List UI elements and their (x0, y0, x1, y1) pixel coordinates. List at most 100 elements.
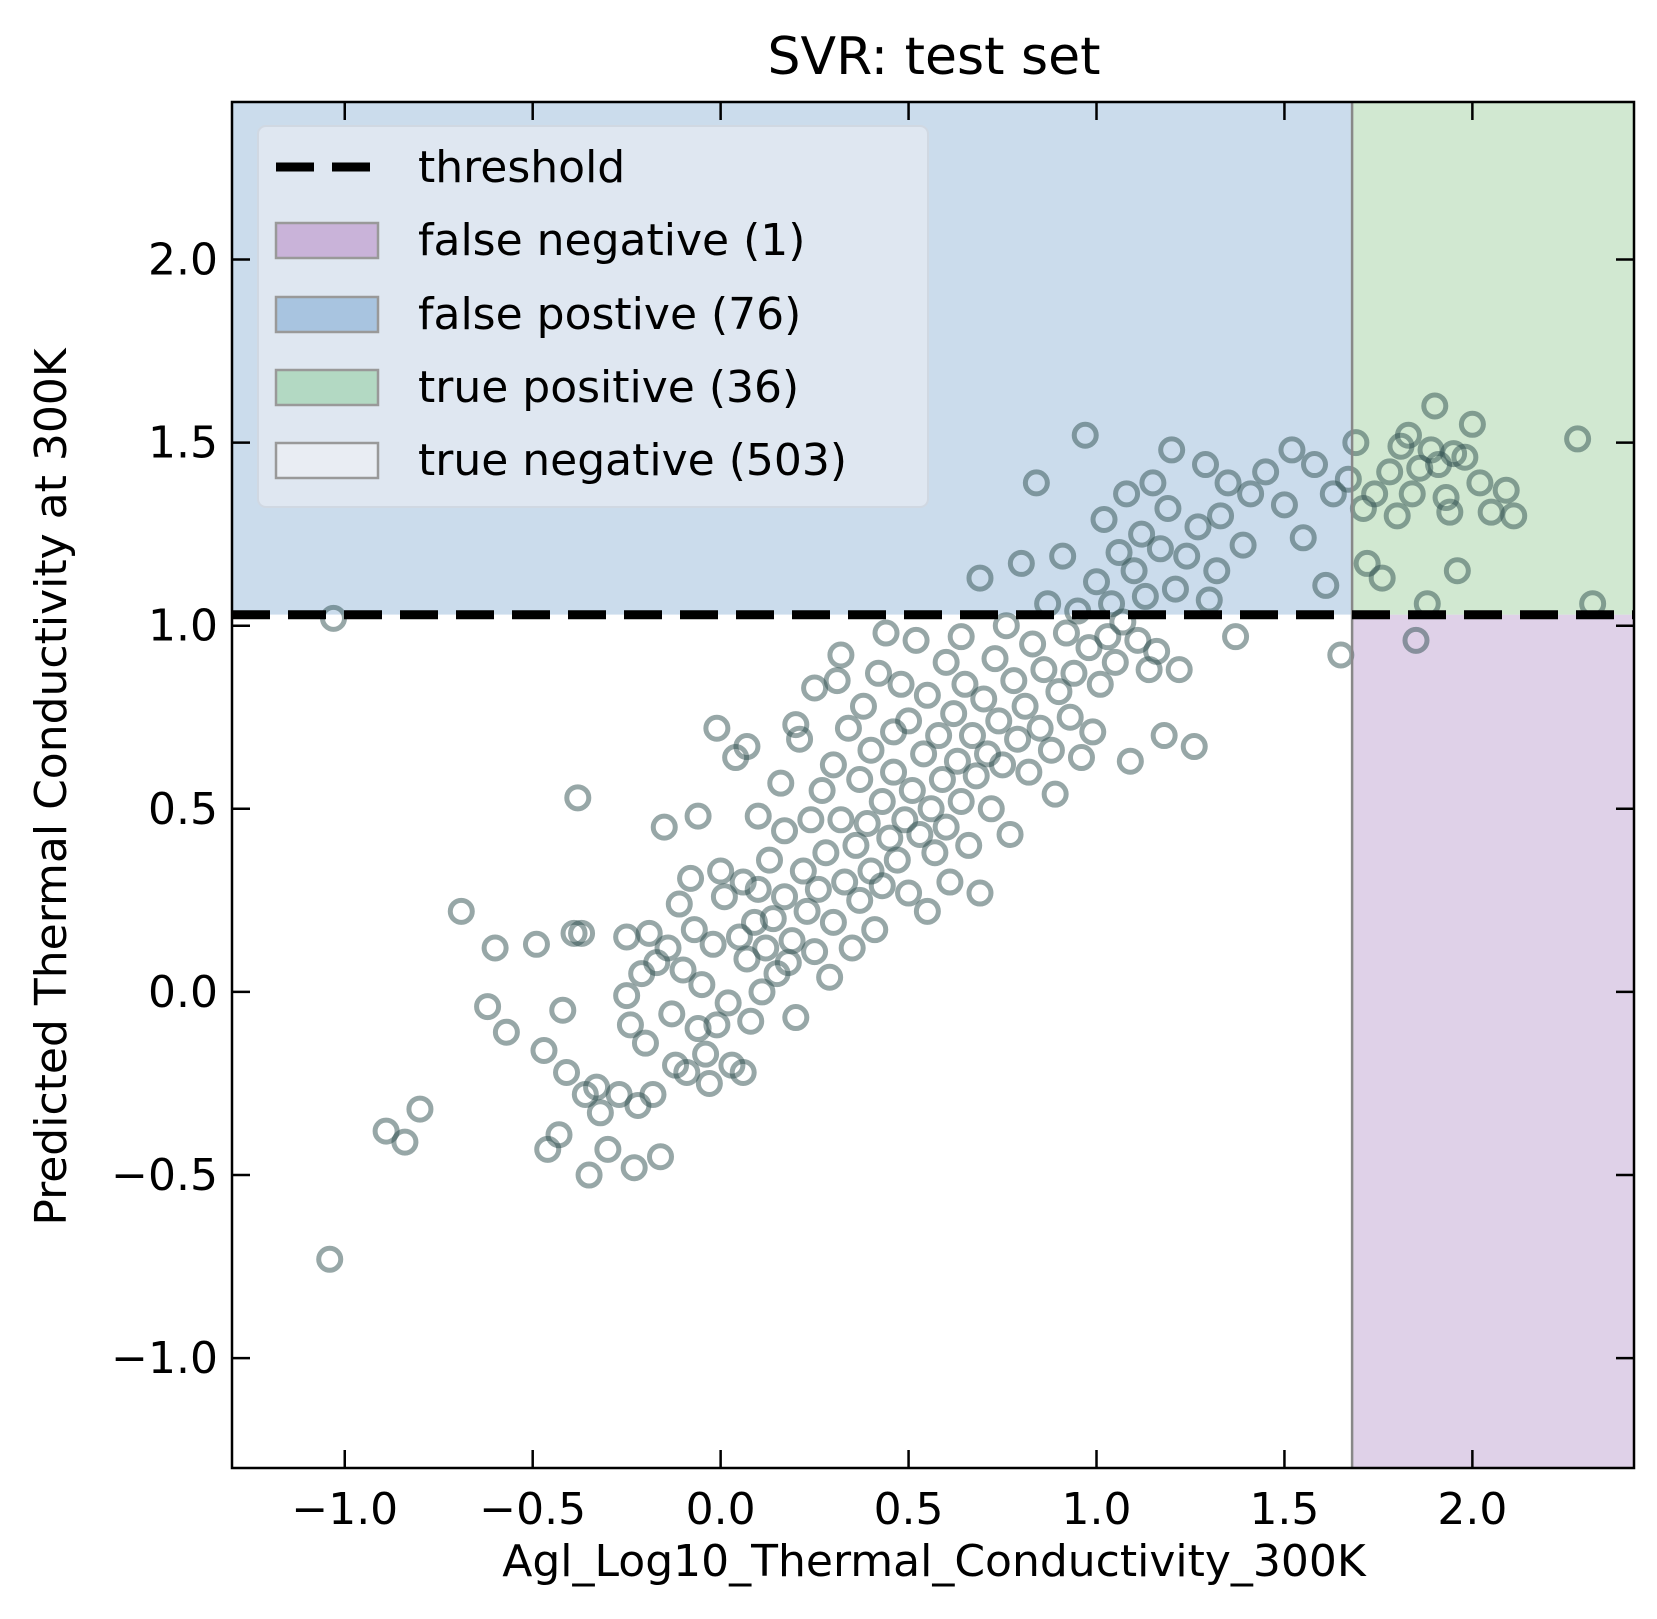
data-point (553, 1058, 581, 1086)
data-point (714, 989, 742, 1017)
data-point (729, 868, 757, 896)
legend-true-negative-swatch (274, 441, 380, 480)
data-point (545, 1121, 573, 1149)
data-point (549, 996, 577, 1024)
data-point (759, 905, 787, 933)
data-point (1278, 436, 1306, 464)
data-point (819, 751, 847, 779)
false-negative-region (1352, 614, 1634, 1468)
data-point (406, 1095, 434, 1123)
data-point (677, 864, 705, 892)
data-point (989, 751, 1017, 779)
data-point (1004, 725, 1032, 753)
data-point (707, 857, 735, 885)
legend-false-negative-label: false negative (1) (418, 215, 805, 266)
legend-frame (257, 125, 929, 508)
data-point (842, 831, 870, 859)
data-point (1500, 502, 1528, 530)
data-point (951, 670, 979, 698)
data-point (613, 982, 641, 1010)
data-point (1564, 425, 1592, 453)
data-point (646, 1143, 674, 1171)
data-point (1203, 557, 1231, 585)
data-point (880, 758, 908, 786)
data-point (1116, 747, 1144, 775)
data-point (1007, 549, 1035, 577)
data-point (1361, 480, 1389, 508)
data-point (1037, 736, 1065, 764)
data-point (447, 897, 475, 925)
true-negative-region (232, 614, 1353, 1468)
data-point (996, 820, 1024, 848)
data-point (846, 886, 874, 914)
data-point (767, 769, 795, 797)
data-point (955, 831, 983, 859)
data-point (1143, 637, 1171, 665)
y-tick-label: 2.0 (148, 234, 218, 285)
legend-false-negative-swatch (274, 221, 380, 260)
data-point (616, 1011, 644, 1039)
plot-frame (230, 100, 1636, 1470)
data-point (771, 883, 799, 911)
data-point (962, 762, 990, 790)
data-point (1079, 718, 1107, 746)
x-tick-label: −1.0 (291, 1484, 398, 1535)
data-point (522, 930, 550, 958)
data-point (1052, 619, 1080, 647)
y-tick-label: 0.0 (148, 967, 218, 1018)
data-point (834, 714, 862, 742)
data-point (673, 1058, 701, 1086)
data-point (316, 1245, 344, 1273)
data-point (692, 1040, 720, 1068)
data-point (733, 733, 761, 761)
data-point (778, 927, 806, 955)
data-point (481, 934, 509, 962)
data-point (823, 667, 851, 695)
data-point (1071, 421, 1099, 449)
data-point (1229, 531, 1257, 559)
data-point (1105, 538, 1133, 566)
data-point (936, 868, 964, 896)
legend-true-positive-swatch (274, 368, 380, 407)
data-point (827, 641, 855, 669)
data-point (1090, 505, 1118, 533)
data-point (1056, 703, 1084, 731)
x-axis-label: Agl_Log10_Thermal_Conductivity_300K (502, 1536, 1367, 1587)
data-point (808, 776, 836, 804)
data-point (1342, 429, 1370, 457)
data-point (1030, 656, 1058, 684)
data-point (917, 795, 945, 823)
data-point (737, 1007, 765, 1035)
data-point (966, 564, 994, 592)
data-point (1086, 670, 1114, 698)
data-point (1394, 421, 1422, 449)
x-tick-label: 0.0 (686, 1484, 756, 1535)
y-tick-label: 0.5 (148, 784, 218, 835)
data-point (1158, 436, 1186, 464)
data-point (1402, 626, 1430, 654)
data-point (752, 934, 780, 962)
data-point (729, 1058, 757, 1086)
data-point (1060, 659, 1088, 687)
data-point (910, 740, 938, 768)
data-point (1334, 465, 1362, 493)
axis-ticks: −1.0 −0.5 0.0 0.5 1.0 1.5 2.0 −1.0 −0.5 0.0 0.5 1.0… (111, 102, 1634, 1535)
data-point (654, 934, 682, 962)
data-point (695, 1069, 723, 1097)
data-point (1109, 608, 1137, 636)
data-point (635, 919, 663, 947)
data-point (801, 938, 829, 966)
data-point (846, 766, 874, 794)
data-point (1049, 542, 1077, 570)
data-point (1041, 780, 1069, 808)
data-point (797, 806, 825, 834)
data-point (1376, 458, 1404, 486)
legend-false-positive-swatch (274, 295, 380, 334)
data-point (1128, 520, 1156, 548)
data-point (1045, 678, 1073, 706)
data-point (895, 707, 923, 735)
data-point (789, 857, 817, 885)
data-point (1207, 502, 1235, 530)
data-point (1113, 480, 1141, 508)
data-point (530, 1037, 558, 1065)
